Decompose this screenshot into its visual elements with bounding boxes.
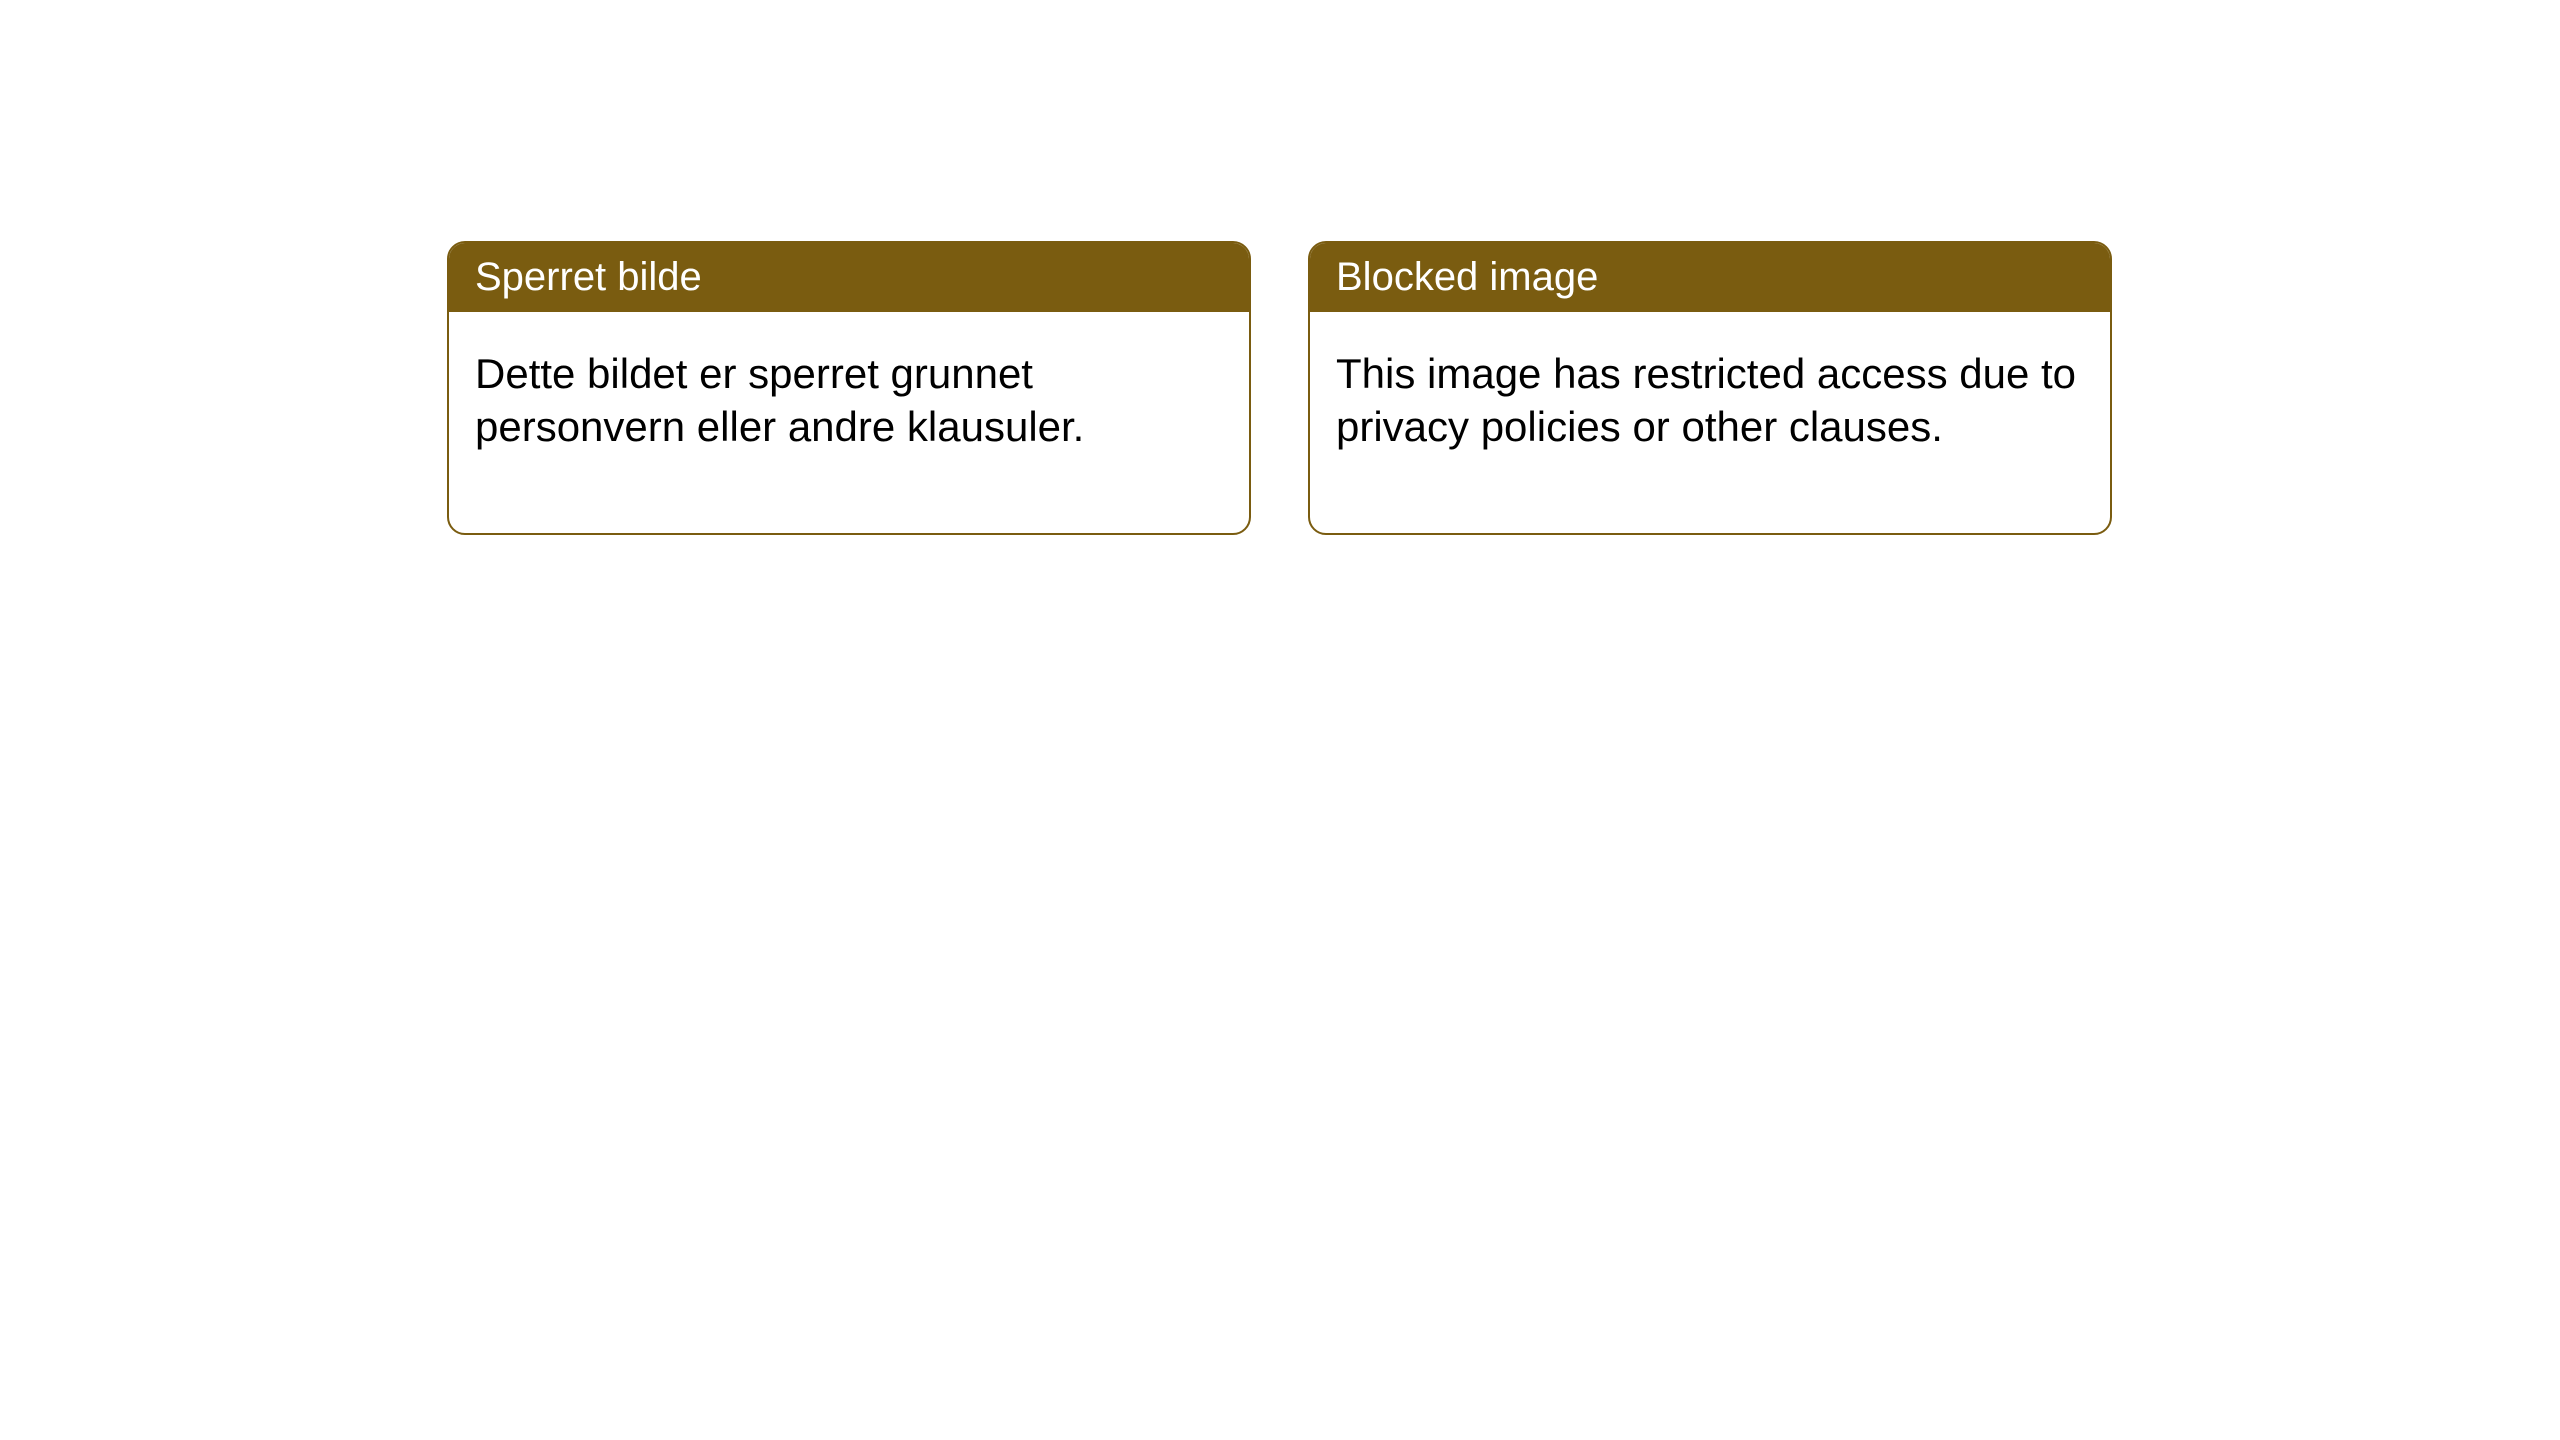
notice-card-title: Sperret bilde [449, 243, 1249, 312]
notice-card-body: This image has restricted access due to … [1310, 312, 2110, 533]
notice-card-norwegian: Sperret bilde Dette bildet er sperret gr… [447, 241, 1251, 535]
notice-card-body: Dette bildet er sperret grunnet personve… [449, 312, 1249, 533]
notice-cards-container: Sperret bilde Dette bildet er sperret gr… [447, 241, 2112, 535]
notice-card-english: Blocked image This image has restricted … [1308, 241, 2112, 535]
notice-card-title: Blocked image [1310, 243, 2110, 312]
